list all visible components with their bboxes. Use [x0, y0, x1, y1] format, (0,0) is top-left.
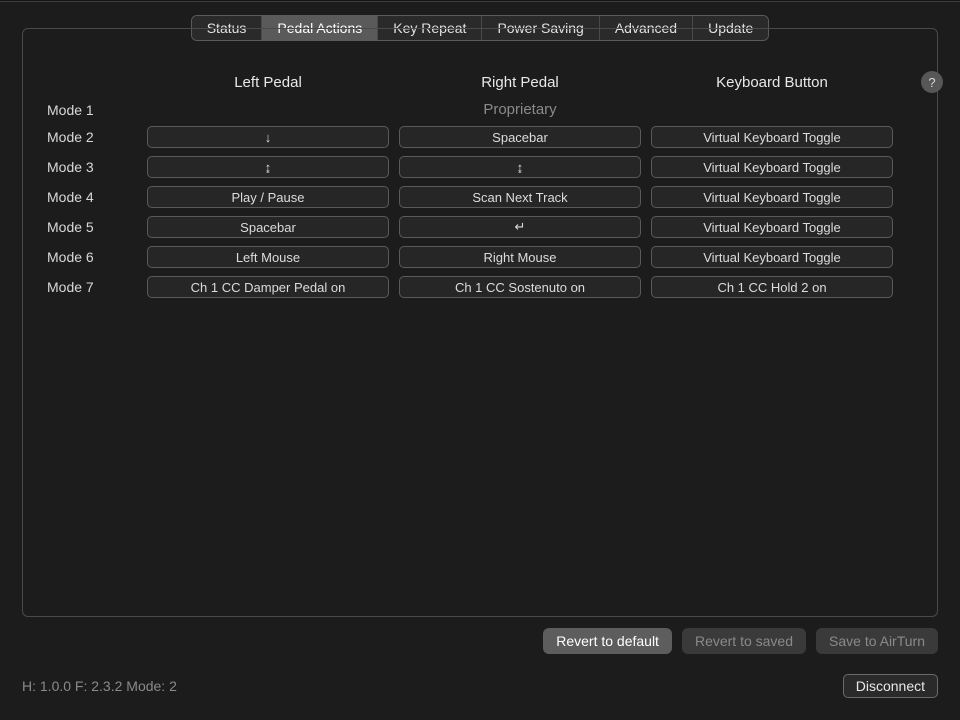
status-text: H: 1.0.0 F: 2.3.2 Mode: 2 [22, 678, 177, 694]
cell-kbd[interactable]: Virtual Keyboard Toggle [651, 216, 893, 238]
cell-left[interactable]: Spacebar [147, 216, 389, 238]
mode-rows-container: Mode 1 Proprietary Mode 2 ↓ Spacebar Virtual … [47, 101, 913, 298]
mode-row: Mode 6 Left Mouse Right Mouse Virtual Keybo… [47, 246, 913, 268]
cell-kbd[interactable]: Ch 1 CC Hold 2 on [651, 276, 893, 298]
mode-label: Mode 5 [47, 219, 137, 235]
status-bar: H: 1.0.0 F: 2.3.2 Mode: 2 Disconnect [22, 674, 938, 698]
column-headers: Left Pedal Right Pedal Keyboard Button ? [47, 71, 913, 93]
cell-right[interactable]: ↵ [399, 216, 641, 238]
mode-row: Mode 2 ↓ Spacebar Virtual Keyboard Toggle [47, 126, 913, 148]
help-icon[interactable]: ? [921, 71, 943, 93]
mode-label: Mode 6 [47, 249, 137, 265]
cell-right[interactable]: Ch 1 CC Sostenuto on [399, 276, 641, 298]
cell-kbd[interactable]: Virtual Keyboard Toggle [651, 186, 893, 208]
mode-label: Mode 1 [47, 102, 137, 118]
mode-label: Mode 3 [47, 159, 137, 175]
cell-left[interactable]: Left Mouse [147, 246, 389, 268]
cell-right[interactable]: Spacebar [399, 126, 641, 148]
revert-default-button[interactable]: Revert to default [543, 628, 672, 654]
save-button[interactable]: Save to AirTurn [816, 628, 938, 654]
disconnect-button[interactable]: Disconnect [843, 674, 938, 698]
cell-right[interactable]: ↨ [399, 156, 641, 178]
col-head-keyboard-button: Keyboard Button [651, 74, 893, 91]
mode-label: Mode 2 [47, 129, 137, 145]
mode-label: Mode 7 [47, 279, 137, 295]
cell-right[interactable]: Right Mouse [399, 246, 641, 268]
cell-left[interactable]: Play / Pause [147, 186, 389, 208]
cell-left[interactable]: ↨ [147, 156, 389, 178]
revert-saved-button[interactable]: Revert to saved [682, 628, 806, 654]
mode-row: Mode 7 Ch 1 CC Damper Pedal on Ch 1 CC Sos… [47, 276, 913, 298]
mode-row: Mode 4 Play / Pause Scan Next Track Virtual… [47, 186, 913, 208]
window-top-edge [0, 0, 960, 2]
cell-right[interactable]: Scan Next Track [399, 186, 641, 208]
bottom-button-row: Revert to default Revert to saved Save t… [543, 628, 938, 654]
cell-left[interactable]: Ch 1 CC Damper Pedal on [147, 276, 389, 298]
col-head-left-pedal: Left Pedal [147, 74, 389, 91]
mode-label: Mode 4 [47, 189, 137, 205]
cell-kbd[interactable]: Virtual Keyboard Toggle [651, 246, 893, 268]
cell-left[interactable]: ↓ [147, 126, 389, 148]
mode-row: Mode 5 Spacebar ↵ Virtual Keyboard Toggle [47, 216, 913, 238]
proprietary-label: Proprietary [147, 101, 893, 118]
mode-row: Mode 3 ↨ ↨ Virtual Keyboard Toggle [47, 156, 913, 178]
cell-kbd[interactable]: Virtual Keyboard Toggle [651, 126, 893, 148]
cell-kbd[interactable]: Virtual Keyboard Toggle [651, 156, 893, 178]
mode-row: Mode 1 Proprietary [47, 101, 913, 118]
main-panel: Left Pedal Right Pedal Keyboard Button ?… [22, 28, 938, 617]
col-head-right-pedal: Right Pedal [399, 74, 641, 91]
